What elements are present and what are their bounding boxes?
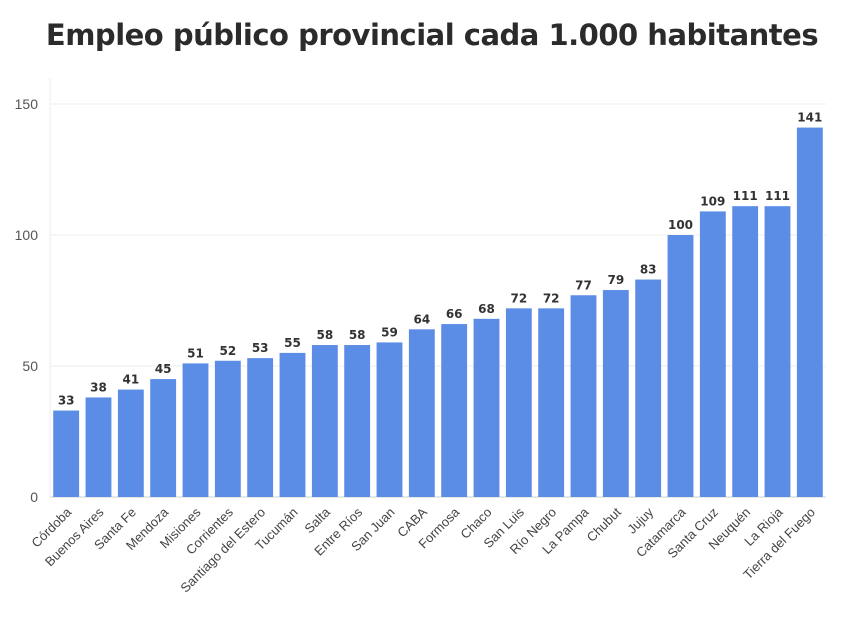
bar <box>344 345 371 497</box>
bar <box>764 206 791 497</box>
bar <box>247 358 274 497</box>
data-label: 100 <box>668 218 693 232</box>
data-label: 83 <box>640 263 657 277</box>
data-label: 45 <box>155 362 172 376</box>
bar <box>570 295 597 497</box>
bar <box>85 397 112 497</box>
bar <box>117 389 144 497</box>
data-label: 51 <box>187 346 204 360</box>
y-axis: 0 50 100 150 <box>15 96 39 505</box>
data-label: 52 <box>219 344 236 358</box>
data-label: 66 <box>446 307 463 321</box>
y-tick-label: 50 <box>22 358 38 374</box>
bar <box>732 206 759 497</box>
data-label: 79 <box>607 273 624 287</box>
bar <box>473 318 500 497</box>
bar <box>602 290 629 497</box>
bar <box>635 279 662 497</box>
grid-layer <box>49 78 826 498</box>
x-tick-label: Chubut <box>584 504 625 545</box>
bars <box>53 127 823 498</box>
y-tick-label: 150 <box>15 96 39 112</box>
bar <box>150 379 177 497</box>
data-label: 72 <box>510 291 527 305</box>
data-label: 41 <box>122 373 139 387</box>
data-label: 33 <box>58 394 75 408</box>
bar <box>796 127 823 497</box>
bar <box>538 308 565 497</box>
data-label: 64 <box>413 312 430 326</box>
data-label: 109 <box>700 194 725 208</box>
data-label: 68 <box>478 302 495 316</box>
data-label: 72 <box>543 291 560 305</box>
data-label: 53 <box>252 341 269 355</box>
data-label: 59 <box>381 325 398 339</box>
bar <box>408 329 435 497</box>
data-label: 55 <box>284 336 301 350</box>
bar <box>279 352 306 497</box>
bar <box>182 363 209 497</box>
chart-title: Empleo público provincial cada 1.000 hab… <box>45 18 819 52</box>
data-label: 77 <box>575 278 592 292</box>
data-label: 38 <box>90 380 107 394</box>
bar <box>311 345 338 497</box>
data-label: 58 <box>349 328 366 342</box>
bar <box>699 211 726 498</box>
bar <box>505 308 532 497</box>
bar <box>667 235 694 497</box>
bar <box>53 410 80 497</box>
bar <box>214 360 241 497</box>
y-tick-label: 100 <box>15 227 39 243</box>
data-labels: 33 38 41 45 51 52 53 55 58 58 59 64 66 68 72 72 77 79 83 10… <box>58 111 823 408</box>
bar <box>376 342 403 497</box>
data-label: 141 <box>797 111 822 125</box>
data-label: 111 <box>765 189 790 203</box>
data-label: 111 <box>733 189 758 203</box>
data-label: 58 <box>316 328 333 342</box>
bar <box>441 324 468 497</box>
y-tick-label: 0 <box>30 489 38 505</box>
